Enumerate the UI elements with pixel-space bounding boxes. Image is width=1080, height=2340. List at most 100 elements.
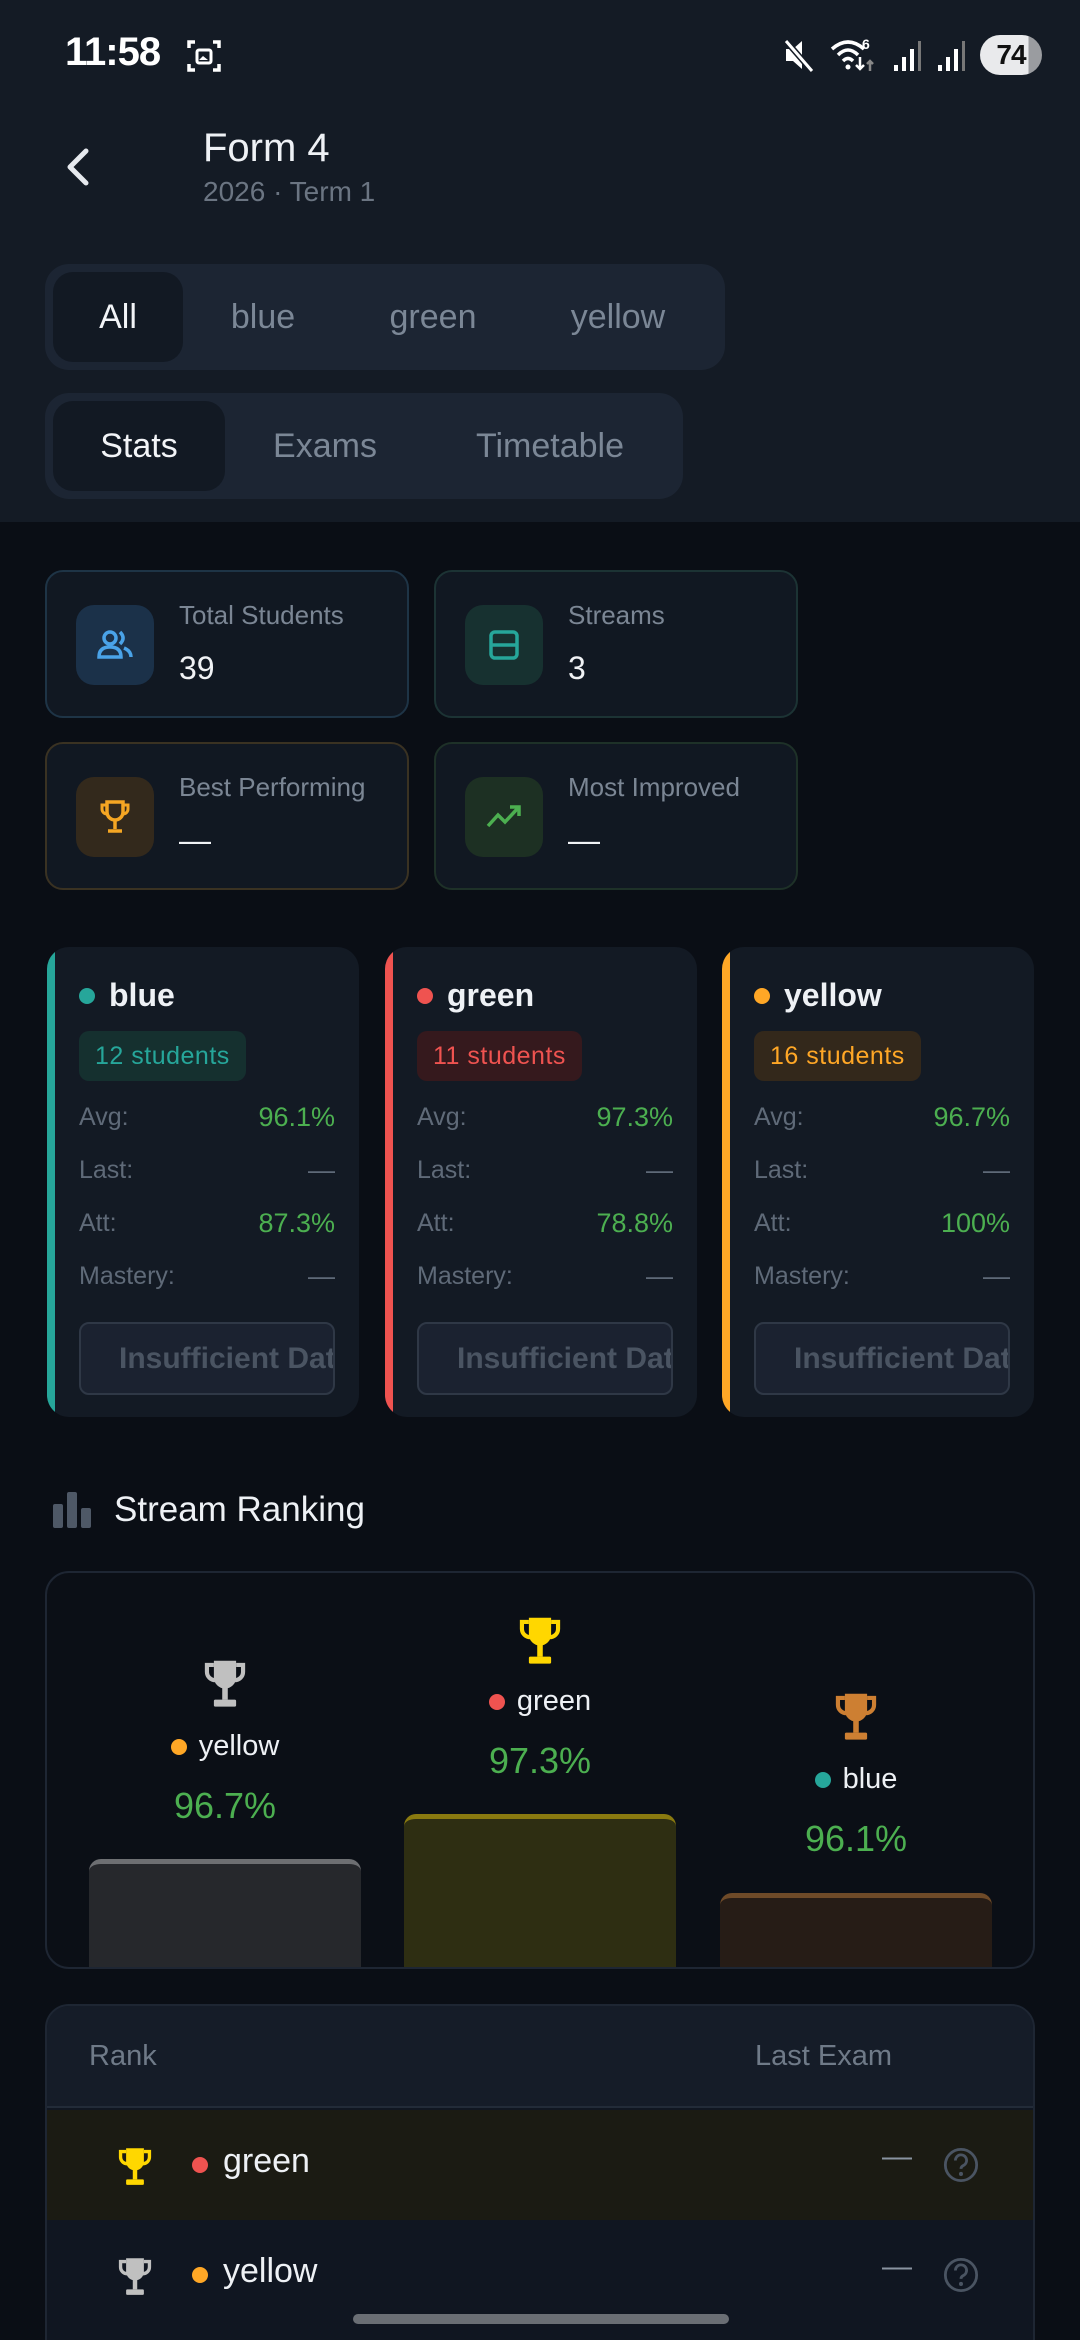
button-label: Insufficient Data	[794, 1341, 1010, 1375]
view-tabs: Stats Exams Timetable	[45, 393, 683, 499]
status-icons: 6 74	[782, 32, 1042, 78]
stream-accent	[722, 947, 730, 1417]
chevron-left-icon	[67, 148, 89, 186]
stream-name: yellow	[784, 977, 882, 1013]
stat-value: 39	[179, 650, 215, 686]
bronze-trophy-icon	[835, 1693, 877, 1740]
filter-yellow[interactable]: yellow	[570, 297, 666, 336]
status-bar: 11:58 6	[0, 0, 1080, 110]
mastery-value: —	[308, 1261, 335, 1291]
last-value: —	[308, 1155, 335, 1185]
silver-trophy-icon	[204, 1660, 246, 1707]
wifi-icon: 6	[830, 36, 874, 71]
metric-label: Att:	[79, 1209, 117, 1237]
screenshot-icon	[187, 40, 221, 72]
signal-icon	[894, 41, 921, 71]
student-count-badge: 11 students	[417, 1031, 582, 1081]
table-header: Rank Last Exam	[47, 2006, 1033, 2108]
help-circle-icon[interactable]	[942, 2146, 980, 2184]
metric-label: Att:	[754, 1209, 792, 1237]
insufficient-data-button[interactable]: Insufficient Data	[754, 1322, 1010, 1395]
svg-text:6: 6	[862, 36, 870, 52]
podium-stream-name: yellow	[198, 1730, 280, 1762]
avg-value: 97.3%	[596, 1102, 673, 1132]
metric-label: Avg:	[79, 1103, 129, 1131]
help-circle-icon[interactable]	[942, 2256, 980, 2294]
section-title: Stream Ranking	[114, 1490, 365, 1529]
stream-ranking-header: Stream Ranking	[52, 1490, 365, 1530]
podium-percent: 97.3%	[488, 1740, 592, 1781]
metric-label: Last:	[79, 1156, 134, 1184]
insufficient-data-button[interactable]: Insufficient Data	[79, 1322, 335, 1395]
stream-color-dot	[170, 1738, 187, 1755]
row-stream-name: green	[223, 2142, 310, 2180]
podium-stream-name: green	[516, 1685, 592, 1717]
table-row[interactable]: yellow —	[47, 2220, 1033, 2330]
stat-label: Streams	[568, 600, 665, 630]
student-count-badge: 12 students	[79, 1031, 246, 1081]
metric-label: Avg:	[754, 1103, 804, 1131]
gold-trophy-icon	[118, 2148, 152, 2185]
tab-exams[interactable]: Exams	[273, 426, 377, 465]
mastery-value: —	[646, 1261, 673, 1291]
trending-up-icon	[465, 777, 543, 857]
stat-value: —	[568, 822, 600, 858]
stat-card-total-students: Total Students 39	[45, 570, 409, 718]
insufficient-data-button[interactable]: Insufficient Data	[417, 1322, 673, 1395]
filter-all[interactable]: All	[53, 272, 183, 362]
podium-stream-name: blue	[842, 1763, 898, 1795]
last-value: —	[983, 1155, 1010, 1185]
student-count-badge: 16 students	[754, 1031, 921, 1081]
back-button[interactable]	[56, 140, 100, 194]
tab-stats[interactable]: Stats	[53, 401, 225, 491]
podium-second: yellow 96.7%	[89, 1573, 361, 1967]
table-row[interactable]: green —	[47, 2110, 1033, 2220]
row-last-exam: —	[882, 2250, 912, 2283]
ranking-podium: yellow 96.7% green 97.3% blue 96.	[45, 1571, 1035, 1969]
avg-value: 96.1%	[258, 1102, 335, 1132]
ranking-table: Rank Last Exam green — yellow —	[45, 2004, 1035, 2340]
silver-trophy-icon	[118, 2258, 152, 2295]
stream-card-green[interactable]: green 11 students Avg: 97.3% Last: — Att: 7…	[385, 947, 697, 1417]
stream-color-dot	[79, 987, 95, 1004]
filter-green[interactable]: green	[389, 297, 477, 336]
stream-color-dot	[417, 987, 433, 1004]
podium-bar	[89, 1859, 361, 1967]
podium-third: blue 96.1%	[720, 1573, 992, 1967]
stream-filter: All blue green yellow	[45, 264, 725, 370]
stream-card-yellow[interactable]: yellow 16 students Avg: 96.7% Last: — Att:…	[722, 947, 1034, 1417]
stat-value: 3	[568, 650, 586, 686]
stat-card-most-improved: Most Improved —	[434, 742, 798, 890]
row-stream-name: yellow	[223, 2252, 318, 2290]
bar-chart-icon	[53, 1492, 91, 1528]
metric-label: Att:	[417, 1209, 455, 1237]
signal-icon	[938, 41, 965, 71]
stat-value: —	[179, 822, 211, 858]
column-last-exam: Last Exam	[755, 2040, 892, 2072]
gold-trophy-icon	[519, 1617, 561, 1664]
metric-label: Mastery:	[417, 1262, 513, 1290]
stream-name: green	[447, 977, 535, 1013]
page-title: Form 4	[203, 126, 330, 170]
stream-card-blue[interactable]: blue 12 students Avg: 96.1% Last: — Att: 87…	[47, 947, 359, 1417]
metric-label: Avg:	[417, 1103, 467, 1131]
podium-bar	[720, 1893, 992, 1967]
button-label: Insufficient Data	[119, 1341, 335, 1375]
home-indicator[interactable]	[353, 2314, 729, 2324]
filter-blue[interactable]: blue	[230, 297, 296, 336]
stream-color-dot	[192, 2157, 208, 2173]
last-value: —	[646, 1155, 673, 1185]
metric-label: Mastery:	[79, 1262, 175, 1290]
button-label: Insufficient Data	[457, 1341, 673, 1375]
att-value: 87.3%	[258, 1208, 335, 1238]
stream-name: blue	[109, 977, 175, 1013]
mute-icon	[783, 39, 815, 73]
att-value: 100%	[940, 1208, 1010, 1238]
tab-timetable[interactable]: Timetable	[475, 426, 625, 465]
podium-first: green 97.3%	[404, 1573, 676, 1967]
battery-icon: 74	[980, 35, 1042, 75]
trophy-icon	[76, 777, 154, 857]
podium-percent: 96.1%	[804, 1818, 908, 1859]
stat-card-best-performing: Best Performing —	[45, 742, 409, 890]
metric-label: Mastery:	[754, 1262, 850, 1290]
